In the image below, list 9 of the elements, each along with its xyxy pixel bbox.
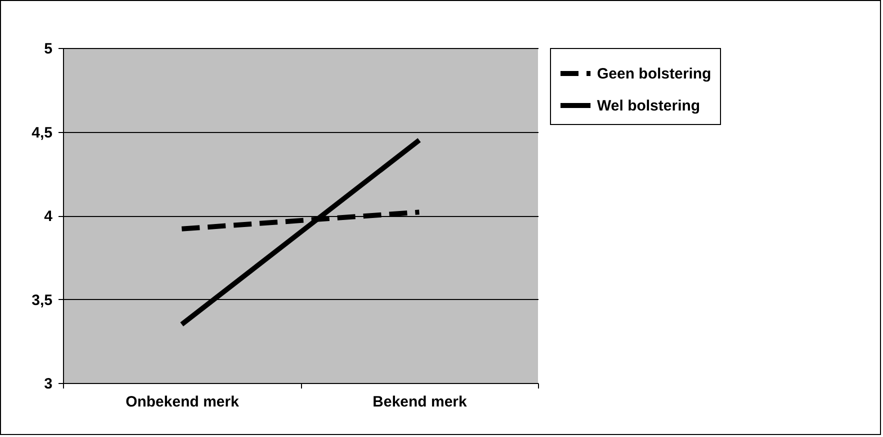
- x-tick-label: Bekend merk: [372, 394, 468, 410]
- y-tick-label: 4: [44, 208, 54, 225]
- y-tick-label: 3: [44, 376, 52, 392]
- y-tick-label: 5: [44, 40, 52, 58]
- y-tick-label: 4,5: [32, 124, 52, 142]
- x-tick-label: Onbekend merk: [126, 394, 240, 410]
- legend-label: Geen bolstering: [597, 66, 712, 82]
- legend-label: Wel bolstering: [597, 98, 700, 114]
- y-tick-label: 3,5: [32, 292, 52, 309]
